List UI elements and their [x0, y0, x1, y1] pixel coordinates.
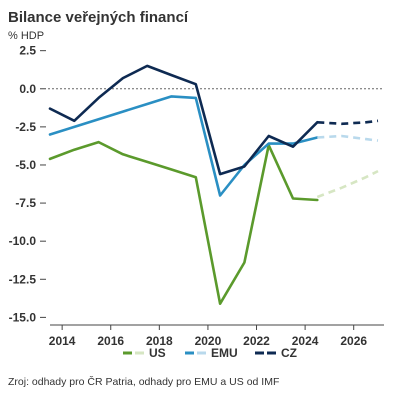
series-line-us — [48, 140, 319, 306]
y-tick-label: -12.5 — [9, 272, 37, 286]
y-tick-label: 2.5 — [19, 44, 36, 58]
chart-subtitle: % HDP — [8, 30, 44, 42]
legend-label-us: US — [149, 346, 166, 360]
y-tick-label: -2.5 — [15, 120, 36, 134]
x-tick-label: 2026 — [340, 334, 367, 348]
y-tick-label: -5.0 — [15, 158, 36, 172]
series-line-cz — [48, 64, 319, 176]
y-tick-label: -15.0 — [9, 310, 37, 324]
x-tick-label: 2018 — [146, 334, 173, 348]
y-tick-label: -10.0 — [9, 234, 37, 248]
chart-title: Bilance veřejných financí — [8, 9, 189, 26]
legend: US EMU CZ — [123, 346, 297, 360]
series-forecast-us — [316, 169, 379, 199]
legend-label-cz: CZ — [281, 346, 297, 360]
source-note: Zroj: odhady pro ČR Patria, odhady pro E… — [8, 375, 279, 388]
x-tick-label: 2020 — [195, 334, 222, 348]
x-tick-label: 2024 — [292, 334, 319, 348]
series-group — [48, 64, 379, 306]
x-tick-label: 2014 — [49, 334, 76, 348]
series-forecast-cz — [317, 119, 379, 126]
x-tick-label: 2016 — [97, 334, 124, 348]
y-axis-ticks: 2.5 0.0 -2.5 -5.0 -7.5 -10.0 -12.5 -15.0 — [9, 44, 46, 324]
y-tick-label: -7.5 — [15, 196, 36, 210]
x-tick-label: 2022 — [243, 334, 270, 348]
legend-label-emu: EMU — [211, 346, 238, 360]
series-forecast-emu — [317, 134, 379, 142]
y-tick-label: 0.0 — [19, 82, 36, 96]
x-axis-ticks: 2014 2016 2018 2020 2022 2024 2026 — [49, 324, 384, 348]
series-line-emu — [48, 95, 319, 197]
